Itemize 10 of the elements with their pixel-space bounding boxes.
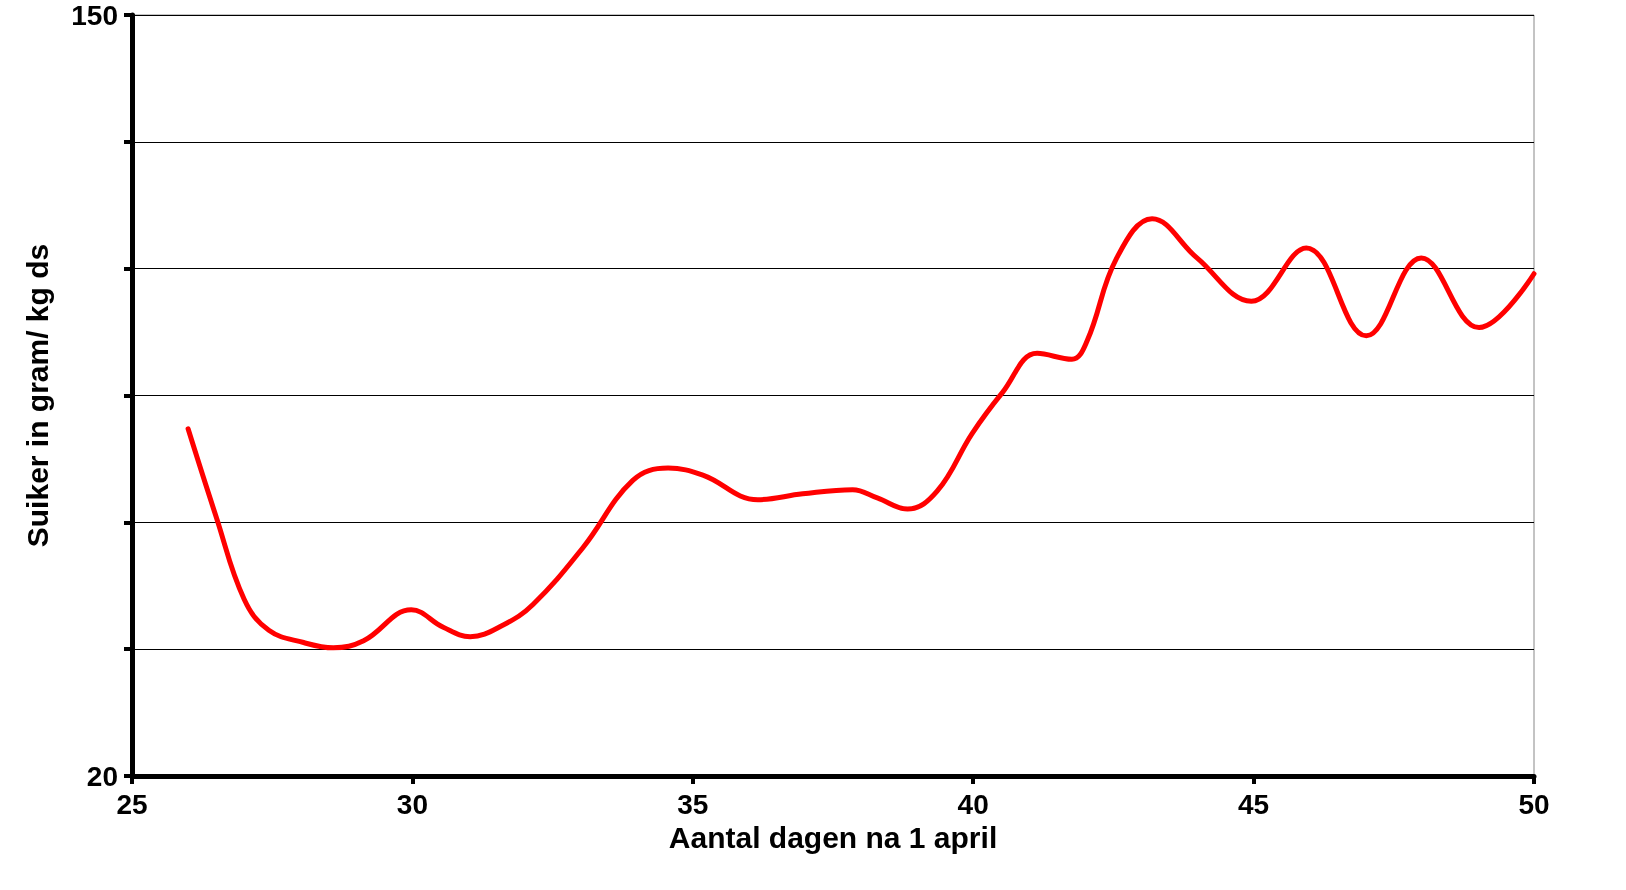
x-axis-title: Aantal dagen na 1 april — [668, 821, 998, 855]
y-tick-label: 20 — [86, 760, 118, 792]
x-tick-label: 30 — [396, 788, 428, 820]
y-tick-label: 150 — [71, 0, 118, 31]
x-tick-label: 35 — [677, 788, 709, 820]
x-tick-label: 45 — [1238, 788, 1270, 820]
x-tick-label: 40 — [957, 788, 989, 820]
y-axis-title: Suiker in gram/ kg ds — [20, 243, 54, 548]
x-tick-label: 50 — [1518, 788, 1550, 820]
x-tick-label: 25 — [116, 788, 148, 820]
